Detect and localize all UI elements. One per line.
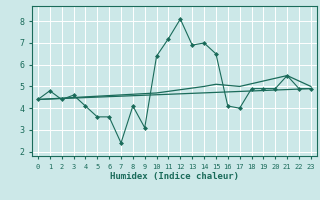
X-axis label: Humidex (Indice chaleur): Humidex (Indice chaleur): [110, 172, 239, 181]
